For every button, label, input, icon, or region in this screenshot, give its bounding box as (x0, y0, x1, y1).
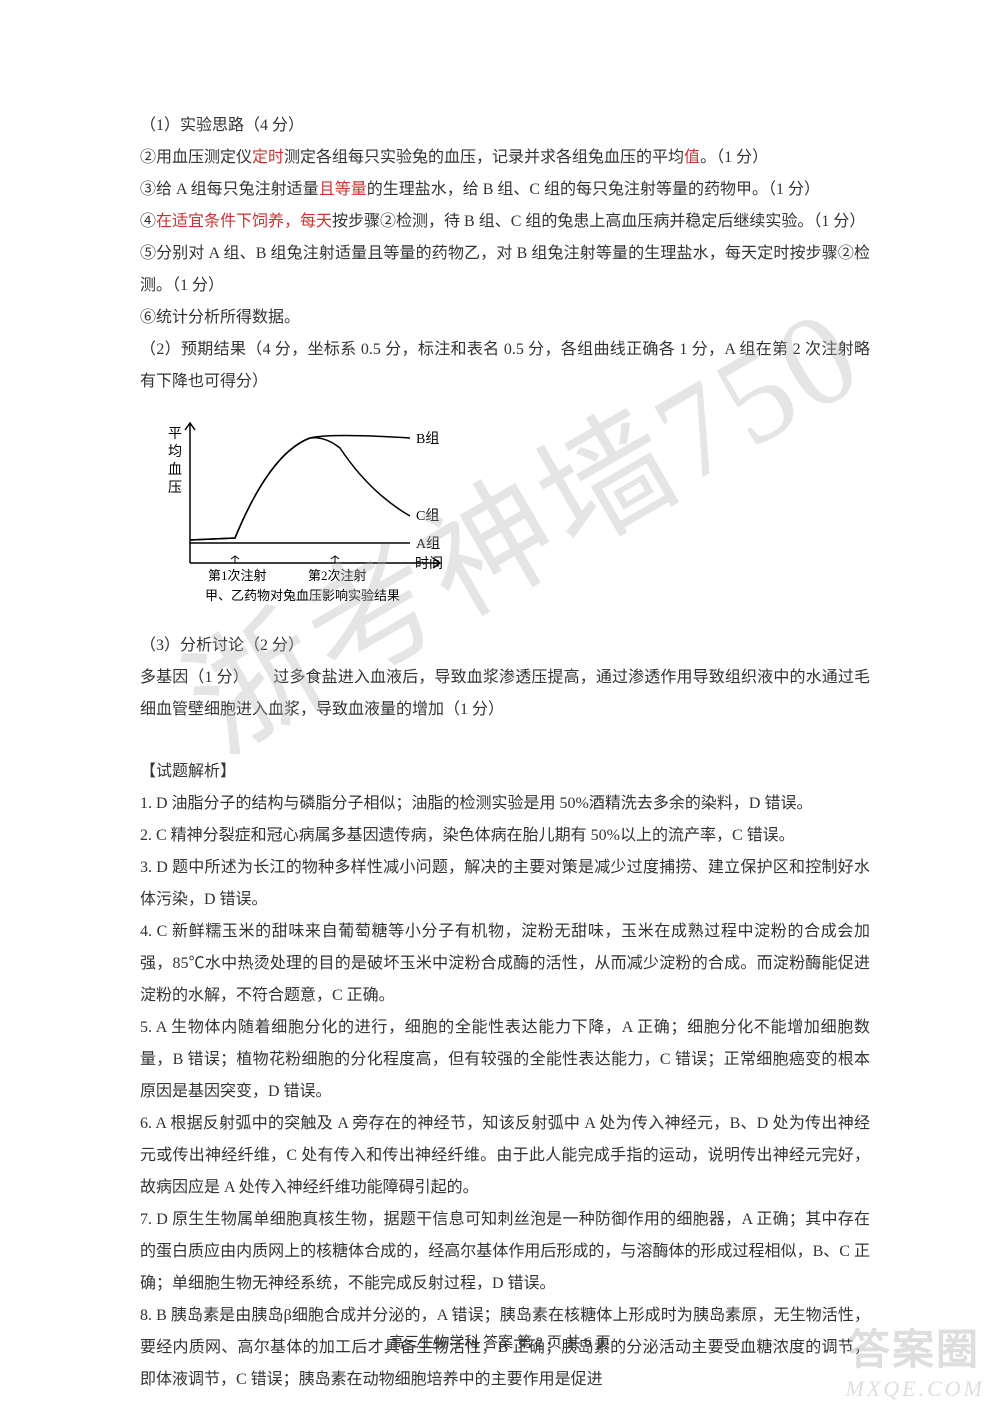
step2-mid: 测定各组每只实验兔的血压，记录并求各组兔血压的平均 (284, 149, 684, 166)
section3-title: （3）分析讨论（2 分） (140, 630, 870, 662)
step2-h1: 定时 (252, 149, 284, 166)
y-label-1: 平 (168, 427, 182, 442)
section1-title: （1）实验思路（4 分） (140, 110, 870, 142)
x-label: 时间 (415, 556, 443, 572)
y-label-3: 血 (168, 462, 182, 478)
x-tick2-label: 第2次注射 (308, 568, 367, 583)
step6: ⑥统计分析所得数据。 (140, 302, 870, 334)
analysis-q7: 7. D 原生生物属单细胞真核生物，据题干信息可知刺丝泡是一种防御作用的细胞器，… (140, 1204, 870, 1300)
analysis-header: 【试题解析】 (140, 756, 870, 788)
step2-h2: 值 (684, 149, 700, 166)
analysis-q2: 2. C 精神分裂症和冠心病属多基因遗传病，染色体病在胎儿期有 50%以上的流产… (140, 820, 870, 852)
series-b-label: B组 (416, 431, 439, 447)
series-c-label: C组 (416, 508, 439, 524)
step4-prefix: ④ (140, 213, 156, 230)
chart-svg: 平 均 血 压 B组 C组 A组 第1次注射 第2次注射 时间 甲、乙药物对兔血… (160, 408, 460, 608)
step2-suffix: 。（1 分） (700, 149, 768, 166)
section2-title: （2）预期结果（4 分，坐标系 0.5 分，标注和表名 0.5 分，各组曲线正确… (140, 334, 870, 398)
step3-h1: 且等量 (319, 181, 367, 198)
chart-container: 平 均 血 压 B组 C组 A组 第1次注射 第2次注射 时间 甲、乙药物对兔血… (160, 408, 870, 620)
y-label-4: 压 (168, 481, 182, 496)
analysis-q1: 1. D 油脂分子的结构与磷脂分子相似；油脂的检测实验是用 50%酒精洗去多余的… (140, 788, 870, 820)
analysis-q4: 4. C 新鲜糯玉米的甜味来自葡萄糖等小分子有机物，淀粉无甜味，玉米在成熟过程中… (140, 916, 870, 1012)
analysis-q5: 5. A 生物体内随着细胞分化的进行，细胞的全能性表达能力下降，A 正确；细胞分… (140, 1012, 870, 1108)
page-footer: 高三生物学科 答案 第 2 页 共 6 页 (0, 1328, 1000, 1358)
section3-text: 多基因（1 分） 过多食盐进入血液后，导致血浆渗透压提高，通过渗透作用导致组织液… (140, 662, 870, 726)
step3-prefix: ③给 A 组每只兔注射适量 (140, 181, 319, 198)
step5: ⑤分别对 A 组、B 组兔注射适量且等量的药物乙，对 B 组兔注射等量的生理盐水… (140, 238, 870, 302)
y-label-2: 均 (168, 444, 182, 460)
x-tick1-label: 第1次注射 (208, 568, 267, 583)
series-a-label: A组 (416, 536, 440, 552)
chart-caption: 甲、乙药物对兔血压影响实验结果 (205, 588, 400, 603)
step2-prefix: ②用血压测定仪 (140, 149, 252, 166)
series-b (190, 436, 410, 541)
series-c (190, 438, 410, 540)
analysis-q6: 6. A 根据反射弧中的突触及 A 旁存在的神经节，知该反射弧中 A 处为传入神… (140, 1108, 870, 1204)
watermark-domain: MXQE.COM (846, 1367, 985, 1411)
step3: ③给 A 组每只兔注射适量且等量的生理盐水，给 B 组、C 组的每只兔注射等量的… (140, 174, 870, 206)
step2: ②用血压测定仪定时测定各组每只实验兔的血压，记录并求各组兔血压的平均值。（1 分… (140, 142, 870, 174)
analysis-q3: 3. D 题中所述为长江的物种多样性减小问题，解决的主要对策是减少过度捕捞、建立… (140, 852, 870, 916)
step4: ④在适宜条件下饲养，每天按步骤②检测，待 B 组、C 组的兔患上高血压病并稳定后… (140, 206, 870, 238)
step3-suffix: 的生理盐水，给 B 组、C 组的每只兔注射等量的药物甲。（1 分） (367, 181, 820, 198)
step4-suffix: 按步骤②检测，待 B 组、C 组的兔患上高血压病并稳定后继续实验。（1 分） (332, 213, 865, 230)
step4-h1: 在适宜条件下饲养，每天 (156, 213, 332, 230)
